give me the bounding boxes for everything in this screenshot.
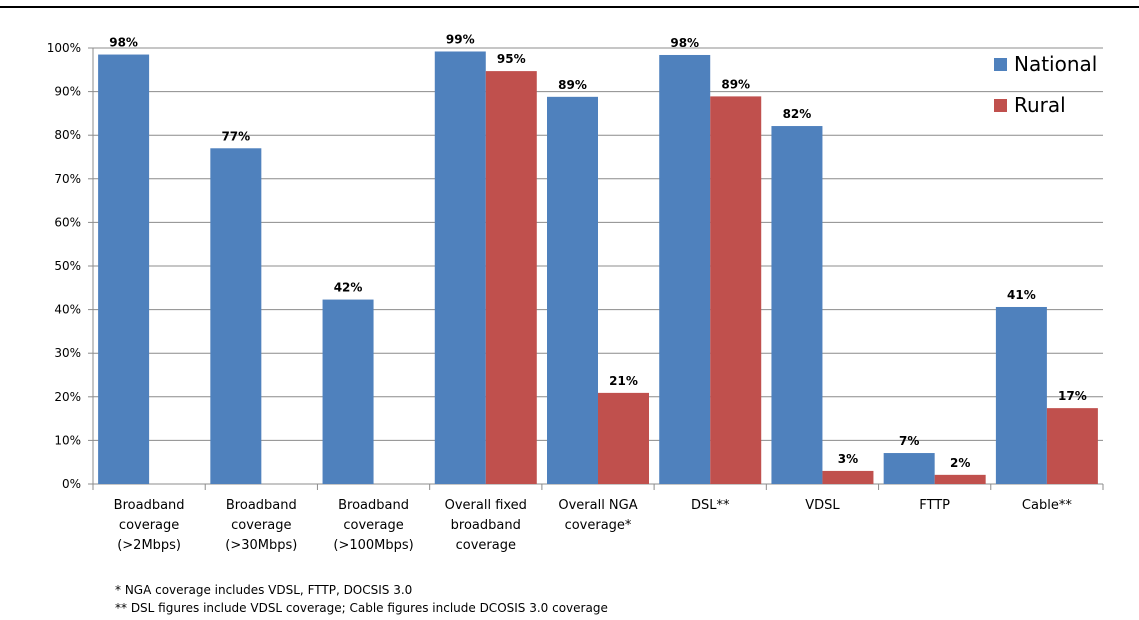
x-category-label: FTTP (919, 498, 950, 513)
x-category-label: VDSL (805, 498, 840, 513)
x-category-label: (>2Mbps) (117, 538, 181, 553)
legend-label-national: National (1014, 52, 1097, 76)
bar-chart: 0% 10% 20% 30% 40% 50% 60% 70% 80% 90% 100% 98% 77% 4… (47, 32, 1104, 553)
y-tick-label: 30% (54, 346, 81, 360)
data-label: 98% (670, 36, 699, 50)
legend-swatch-national (994, 58, 1007, 71)
data-label: 3% (838, 452, 858, 466)
x-category-label: (>100Mbps) (333, 538, 413, 553)
x-category-label: broadband (451, 518, 521, 533)
y-tick-label: 50% (54, 259, 81, 273)
x-category-label: DSL** (691, 498, 730, 513)
x-category-label: Overall fixed (445, 498, 527, 513)
data-label: 7% (899, 434, 919, 448)
bar-national (995, 306, 1047, 484)
bar-national (547, 96, 598, 484)
y-tick-label: 40% (54, 303, 81, 317)
data-label: 42% (334, 281, 363, 295)
y-tick-label: 10% (54, 433, 81, 447)
y-tick-label: 60% (54, 215, 81, 229)
y-tick-label: 100% (47, 41, 81, 55)
bar-rural (485, 71, 537, 484)
x-category-label: (>30Mbps) (225, 538, 297, 553)
data-label: 17% (1058, 389, 1087, 403)
bar-national (771, 126, 823, 484)
data-label: 98% (109, 36, 138, 50)
y-tick-label: 80% (54, 128, 81, 142)
x-category-label: coverage (231, 518, 291, 533)
bar-rural (1046, 408, 1098, 484)
x-category-label: Broadband (226, 498, 297, 513)
bar-national (883, 453, 935, 484)
bar-national (98, 54, 150, 484)
bar-rural (934, 474, 986, 484)
x-category-label: coverage (343, 518, 403, 533)
x-category-label: Broadband (114, 498, 185, 513)
bar-rural (822, 470, 874, 484)
bar-rural (598, 392, 649, 484)
footnote-dsl-cable: ** DSL figures include VDSL coverage; Ca… (115, 601, 608, 615)
data-label: 21% (609, 374, 638, 388)
data-label: 89% (558, 78, 587, 92)
legend-label-rural: Rural (1014, 93, 1066, 117)
data-label: 89% (721, 77, 750, 91)
data-label: 77% (221, 129, 250, 143)
x-category-label: coverage (119, 518, 179, 533)
bar-national (322, 299, 374, 484)
data-label: 95% (497, 52, 526, 66)
y-tick-label: 90% (54, 85, 81, 99)
x-category-label: Broadband (338, 498, 409, 513)
data-label: 2% (950, 456, 970, 470)
x-category-label: coverage (456, 538, 516, 553)
data-label: 99% (446, 32, 475, 46)
legend-swatch-rural (994, 99, 1007, 112)
data-label: 82% (783, 107, 812, 121)
x-category-label: Cable** (1022, 498, 1072, 513)
x-category-label: Overall NGA (558, 498, 637, 513)
y-tick-label: 0% (62, 477, 81, 491)
bar-national (434, 51, 486, 484)
y-tick-label: 70% (54, 172, 81, 186)
footnote-nga: * NGA coverage includes VDSL, FTTP, DOCS… (115, 583, 413, 597)
x-category-label: coverage* (565, 518, 632, 533)
data-label: 41% (1007, 288, 1036, 302)
y-tick-label: 20% (54, 390, 81, 404)
bar-national (210, 148, 262, 484)
bar-rural (710, 96, 762, 485)
top-rule (0, 6, 1139, 8)
bar-national (659, 54, 711, 484)
